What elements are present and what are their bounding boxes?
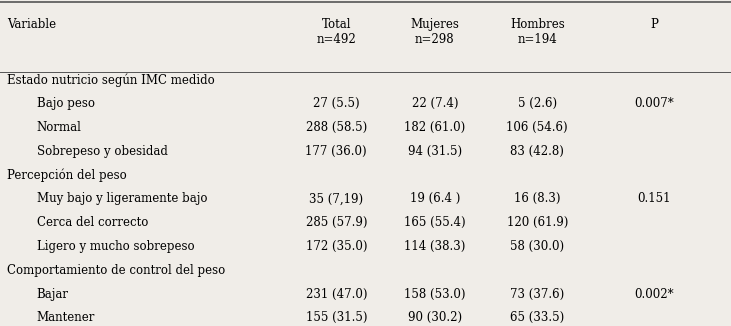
Text: 182 (61.0): 182 (61.0) [404,121,466,134]
Text: 35 (7,19): 35 (7,19) [309,192,363,205]
Text: 172 (35.0): 172 (35.0) [306,240,367,253]
Text: Bajar: Bajar [37,288,69,301]
Text: 19 (6.4 ): 19 (6.4 ) [410,192,460,205]
Text: Muy bajo y ligeramente bajo: Muy bajo y ligeramente bajo [37,192,207,205]
Text: Estado nutricio según IMC medido: Estado nutricio según IMC medido [7,73,215,87]
Text: 5 (2.6): 5 (2.6) [518,97,557,110]
Text: Mantener: Mantener [37,311,95,324]
Text: 27 (5.5): 27 (5.5) [313,97,360,110]
Text: Normal: Normal [37,121,81,134]
Text: 83 (42.8): 83 (42.8) [510,145,564,158]
Text: Ligero y mucho sobrepeso: Ligero y mucho sobrepeso [37,240,194,253]
Text: 285 (57.9): 285 (57.9) [306,216,367,229]
Text: Sobrepeso y obesidad: Sobrepeso y obesidad [37,145,167,158]
Text: 165 (55.4): 165 (55.4) [404,216,466,229]
Text: Hombres
n=194: Hombres n=194 [510,18,564,46]
Text: Variable: Variable [7,18,56,31]
Text: 106 (54.6): 106 (54.6) [507,121,568,134]
Text: 58 (30.0): 58 (30.0) [510,240,564,253]
Text: Cerca del correcto: Cerca del correcto [37,216,148,229]
Text: 0.007*: 0.007* [635,97,674,110]
Text: Comportamiento de control del peso: Comportamiento de control del peso [7,264,226,277]
Text: P: P [651,18,658,31]
Text: 16 (8.3): 16 (8.3) [514,192,561,205]
Text: 288 (58.5): 288 (58.5) [306,121,367,134]
Text: 65 (33.5): 65 (33.5) [510,311,564,324]
Text: 94 (31.5): 94 (31.5) [408,145,462,158]
Text: Total
n=492: Total n=492 [317,18,356,46]
Text: Mujeres
n=298: Mujeres n=298 [411,18,459,46]
Text: 114 (38.3): 114 (38.3) [404,240,466,253]
Text: 155 (31.5): 155 (31.5) [306,311,367,324]
Text: 120 (61.9): 120 (61.9) [507,216,568,229]
Text: 0.002*: 0.002* [635,288,674,301]
Text: 158 (53.0): 158 (53.0) [404,288,466,301]
Text: 90 (30.2): 90 (30.2) [408,311,462,324]
Text: Percepción del peso: Percepción del peso [7,169,127,182]
Text: 231 (47.0): 231 (47.0) [306,288,367,301]
Text: 22 (7.4): 22 (7.4) [412,97,458,110]
Text: 0.151: 0.151 [637,192,671,205]
Text: Bajo peso: Bajo peso [37,97,94,110]
Text: 177 (36.0): 177 (36.0) [306,145,367,158]
Text: 73 (37.6): 73 (37.6) [510,288,564,301]
